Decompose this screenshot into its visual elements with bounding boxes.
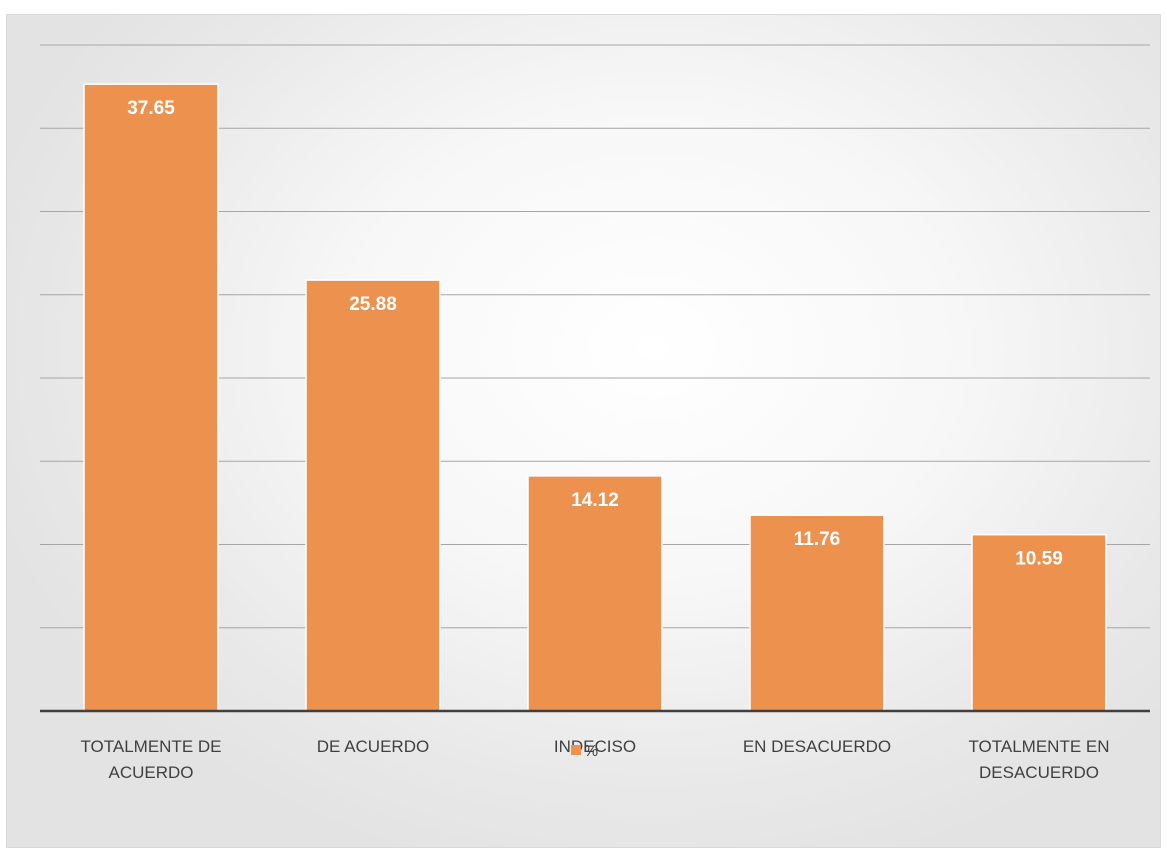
category-label: DE ACUERDO: [317, 737, 429, 756]
category-label: DESACUERDO: [979, 763, 1099, 782]
legend-label: %: [583, 743, 599, 760]
bars: [83, 83, 1107, 712]
gridlines: [40, 44, 1150, 629]
category-label: EN DESACUERDO: [743, 737, 891, 756]
data-labels: 37.65 25.88 14.12 11.76 10.59: [127, 98, 1063, 570]
category-label: TOTALMENTE EN: [968, 737, 1109, 756]
data-label: 37.65: [127, 98, 175, 119]
data-label: 10.59: [1015, 549, 1063, 570]
data-label: 25.88: [349, 294, 397, 315]
bar-chart: 37.65 25.88 14.12 11.76 10.59 TOTALMENTE DE A…: [40, 44, 1150, 782]
legend-swatch: [570, 745, 581, 755]
data-label: 14.12: [571, 490, 619, 511]
legend: %: [7, 743, 1160, 761]
chart-area: 37.65 25.88 14.12 11.76 10.59 TOTALMENTE DE A…: [6, 14, 1161, 848]
bar: [305, 279, 441, 712]
bar: [83, 83, 219, 712]
bar: [527, 475, 663, 712]
bar: [749, 514, 885, 712]
category-label: TOTALMENTE DE: [80, 737, 221, 756]
bar: [971, 533, 1107, 712]
category-label: ACUERDO: [108, 763, 193, 782]
data-label: 11.76: [794, 529, 841, 550]
